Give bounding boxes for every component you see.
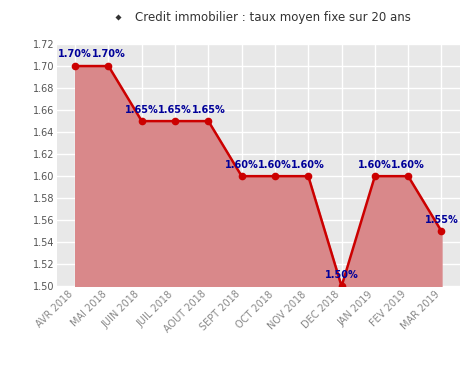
Text: 1.70%: 1.70% — [58, 50, 92, 59]
Text: 1.50%: 1.50% — [325, 270, 358, 280]
Text: 1.60%: 1.60% — [392, 160, 425, 170]
Legend: Credit immobilier : taux moyen fixe sur 20 ans: Credit immobilier : taux moyen fixe sur … — [106, 11, 410, 24]
Text: 1.65%: 1.65% — [158, 105, 192, 115]
Text: 1.60%: 1.60% — [358, 160, 392, 170]
Text: 1.60%: 1.60% — [258, 160, 292, 170]
Text: 1.70%: 1.70% — [91, 50, 125, 59]
Text: 1.65%: 1.65% — [125, 105, 159, 115]
Text: 1.55%: 1.55% — [425, 215, 458, 225]
Text: 1.60%: 1.60% — [225, 160, 258, 170]
Text: 1.65%: 1.65% — [191, 105, 225, 115]
Text: 1.60%: 1.60% — [292, 160, 325, 170]
